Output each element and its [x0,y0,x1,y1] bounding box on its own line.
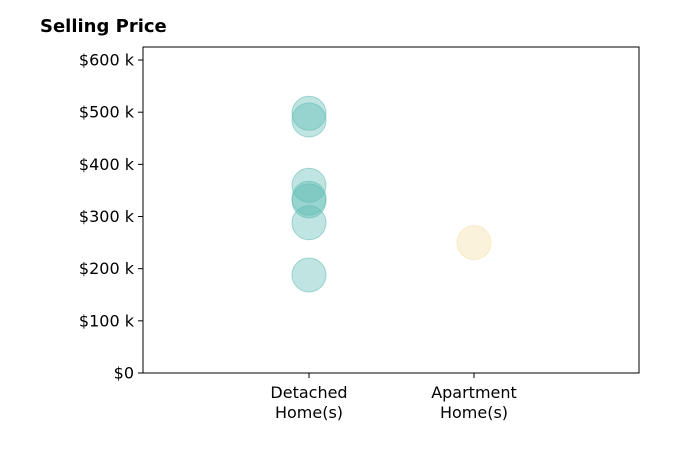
y-tick-label: $600 k [79,51,135,70]
apartment-point [456,225,492,261]
detached-point [291,205,327,241]
y-tick-label: $300 k [79,207,135,226]
y-tick-label: $400 k [79,155,135,174]
detached-point [291,167,327,203]
detached-point [291,257,327,293]
y-tick-label: $200 k [79,259,135,278]
chart-title: Selling Price [40,16,167,37]
x-tick-label: Apartment Home(s) [431,383,517,422]
detached-point [291,102,327,138]
x-tick-label: Detached Home(s) [270,383,347,422]
y-tick-label: $0 [114,364,134,383]
y-tick-label: $100 k [79,311,135,330]
detached-point [291,183,327,219]
y-tick-label: $500 k [79,103,135,122]
plot-area: $0 $100 k $200 k $300 k $400 k $500 k $600 k De… [79,46,640,422]
plot-frame [142,46,640,374]
